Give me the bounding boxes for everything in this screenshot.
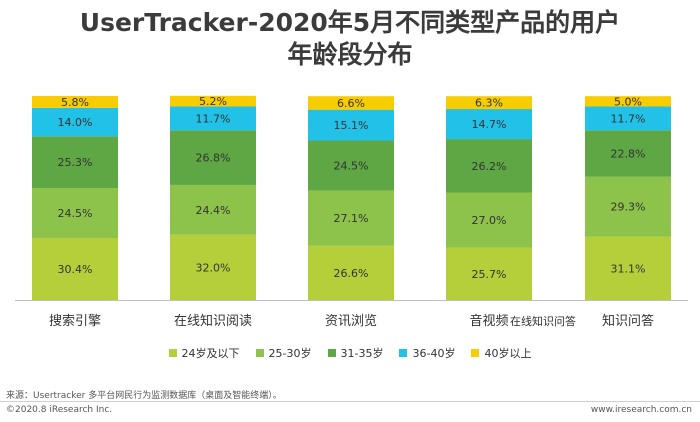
data-label: 30.4%	[58, 263, 93, 276]
bar-segment	[585, 176, 671, 237]
legend-label: 25-30岁	[268, 347, 312, 360]
data-label: 24.5%	[334, 159, 369, 172]
bar-segment	[585, 236, 671, 300]
bar-segment	[585, 96, 671, 107]
data-label: 6.3%	[475, 97, 503, 110]
stacked-bar-chart: 30.4% 24.5% 25.3% 14.0% 5.8% 搜索引擎 32.0% 24.4% 26…	[15, 95, 688, 329]
data-label: 5.2%	[199, 95, 227, 108]
category-label: 音视频	[469, 313, 508, 329]
bar-segment	[446, 96, 532, 110]
data-label: 31.1%	[611, 262, 646, 275]
category-label: 在线知识阅读	[174, 313, 252, 329]
bar-segment	[585, 106, 671, 131]
data-label: 22.8%	[611, 148, 646, 161]
data-label: 14.0%	[58, 116, 93, 129]
chart-title-line1: UserTracker-2020年5月不同类型产品的用户	[79, 8, 621, 37]
data-label: 11.7%	[611, 112, 646, 125]
data-label: 5.0%	[614, 95, 642, 108]
data-label: 27.0%	[472, 214, 507, 227]
bar-segment	[170, 234, 256, 300]
legend-item: 36-40岁	[399, 345, 455, 361]
bar-segment	[32, 96, 118, 108]
data-label: 24.4%	[196, 204, 231, 217]
legend-swatch	[327, 349, 336, 357]
data-label: 27.1%	[334, 212, 369, 225]
source-note: 来源：Usertracker 多平台网民行为监测数据库（桌面及智能终端）。	[6, 391, 282, 401]
bar-segment	[585, 130, 671, 177]
legend-item: 31-35岁	[327, 345, 384, 361]
bar-segment	[446, 192, 532, 248]
bar-segment	[308, 109, 394, 141]
bar-segment	[170, 106, 256, 131]
bar-segment	[446, 247, 532, 300]
bar-segment	[308, 190, 394, 246]
data-label: 15.1%	[334, 119, 369, 132]
bar-segment	[170, 184, 256, 235]
data-label: 5.8%	[61, 96, 89, 109]
data-label: 26.2%	[472, 160, 507, 173]
bar-segment	[170, 95, 256, 107]
legend-item: 40岁以上	[471, 345, 531, 361]
data-label: 11.7%	[196, 112, 231, 125]
category-label: 搜索引擎	[49, 314, 101, 329]
legend-swatch	[255, 349, 264, 357]
legend-item: 25-30岁	[255, 345, 312, 361]
overlay-label: 在线知识问答	[510, 314, 576, 328]
chart-title-line2: 年龄段分布	[287, 40, 413, 69]
data-label: 24.5%	[58, 207, 93, 220]
legend-swatch	[471, 349, 480, 357]
bar-segment	[308, 245, 394, 300]
legend-item: 24岁及以下	[168, 345, 240, 361]
footer-divider	[0, 401, 700, 402]
bar-segment	[308, 140, 394, 191]
bar-segment	[32, 107, 118, 137]
legend-label: 31-35岁	[340, 347, 384, 360]
legend-swatch	[168, 349, 177, 357]
legend-label: 40岁以上	[484, 347, 532, 360]
data-label: 25.3%	[58, 156, 93, 169]
category-label: 知识问答	[602, 313, 654, 329]
data-label: 29.3%	[611, 201, 646, 214]
bar-segment	[32, 188, 118, 238]
bar-segment	[32, 237, 118, 300]
chart-legend: 24岁及以下 25-30岁 31-35岁 36-40岁 40岁以上	[0, 345, 700, 361]
data-label: 25.7%	[472, 268, 507, 281]
legend-label: 24岁及以下	[181, 347, 240, 360]
bar-segment	[446, 139, 532, 193]
bar-segment	[308, 96, 394, 110]
data-label: 26.6%	[334, 267, 369, 280]
data-label: 14.7%	[472, 118, 507, 131]
data-label: 26.8%	[196, 152, 231, 165]
category-label: 资讯浏览	[325, 313, 377, 329]
website-url: www.iresearch.com.cn	[590, 405, 692, 415]
bar-segment	[32, 136, 118, 189]
data-label: 32.0%	[196, 261, 231, 274]
legend-label: 36-40岁	[412, 347, 456, 360]
bar-segment	[446, 109, 532, 140]
bar-segment	[170, 130, 256, 185]
legend-swatch	[399, 349, 408, 357]
data-label: 6.6%	[337, 97, 365, 110]
copyright: ©2020.8 iResearch Inc.	[6, 405, 113, 415]
